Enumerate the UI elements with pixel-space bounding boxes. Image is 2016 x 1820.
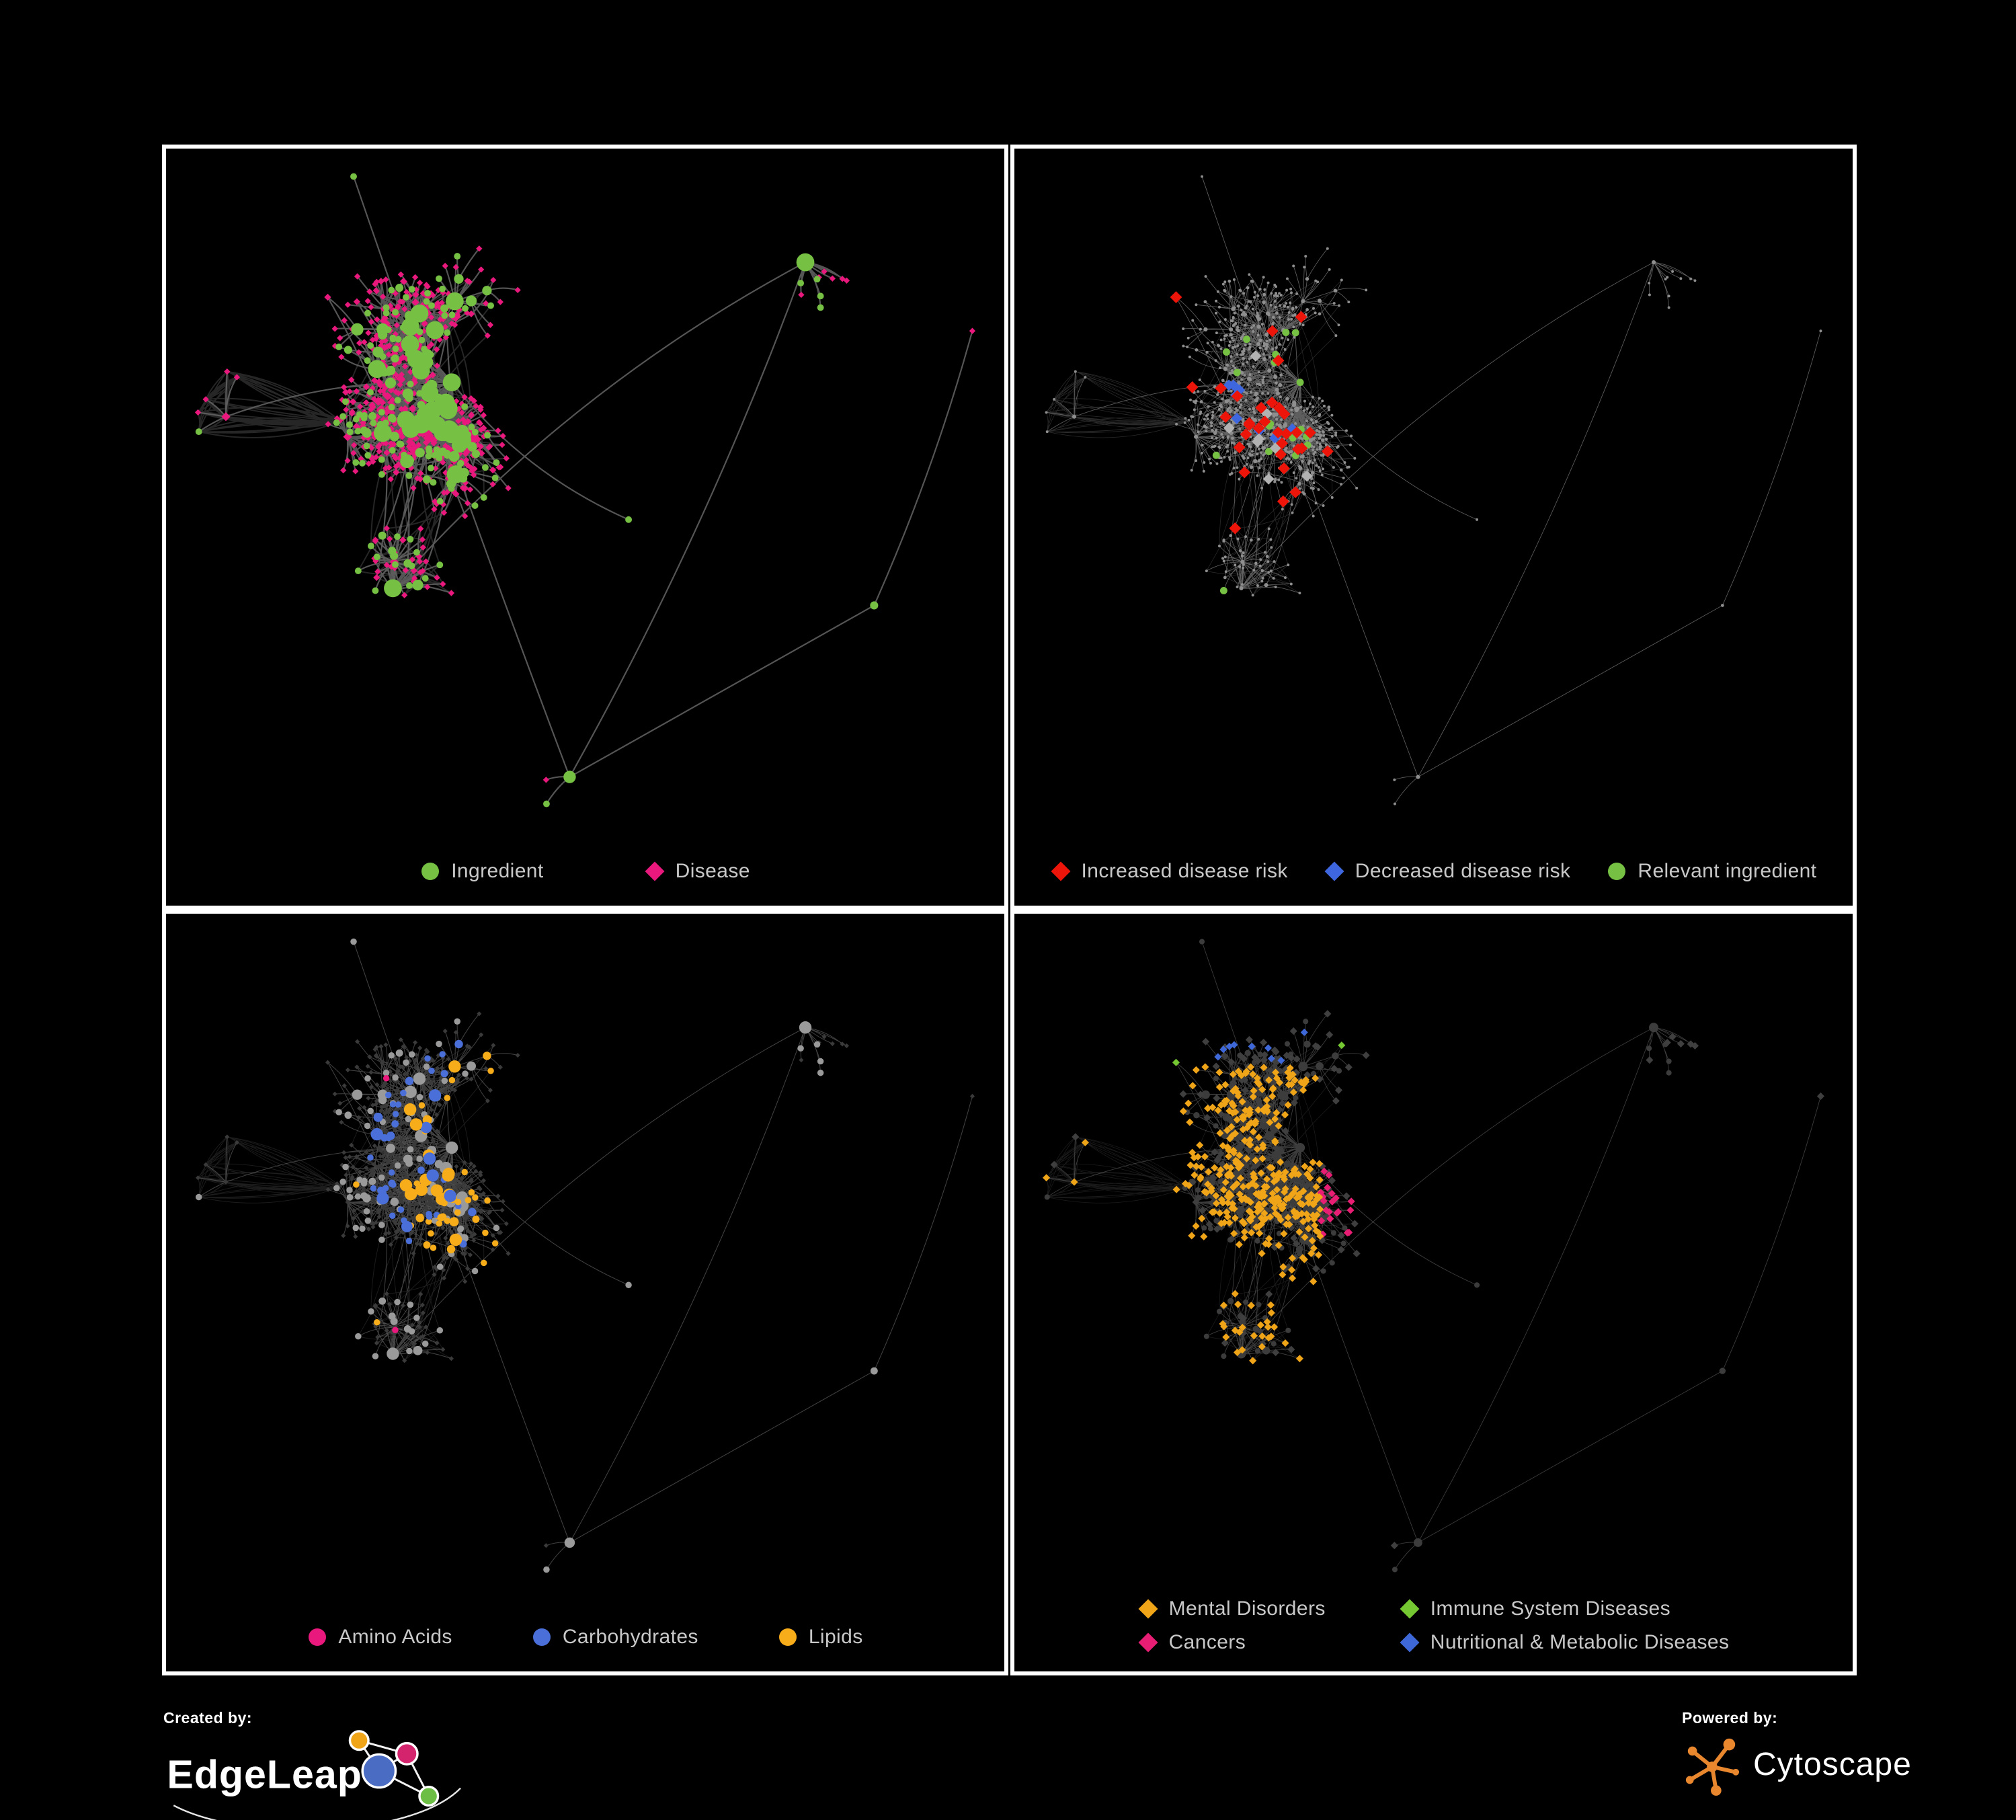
- legend-marker-diamond-icon: [1324, 861, 1344, 881]
- network-nutrient-classes: [195, 938, 975, 1573]
- edgeleap-swoosh: [173, 1787, 461, 1820]
- legend-marker-diamond-icon: [1400, 1632, 1420, 1653]
- legend-item: Cancers: [1138, 1631, 1246, 1654]
- powered-by-label: Powered by:: [1682, 1709, 1778, 1727]
- edgeleap-graph-nodes: [348, 1730, 440, 1807]
- edgeleap-logo: EdgeLeap: [167, 1730, 461, 1820]
- legend-label: Decreased disease risk: [1355, 860, 1571, 882]
- legend-label: Amino Acids: [338, 1626, 452, 1648]
- edgeleap-wordmark: EdgeLeap: [167, 1752, 362, 1797]
- panel-ingredient-disease: Ingredient Disease: [162, 145, 1008, 910]
- network-disease-risk: [1045, 175, 1822, 805]
- cytoscape-branding: Powered by: Cytoscape: [1682, 1709, 1912, 1796]
- legend-item: Relevant ingredient: [1607, 860, 1816, 883]
- legend-marker-diamond-icon: [645, 861, 665, 881]
- legend-item: Increased disease risk: [1051, 860, 1288, 883]
- legend-label: Nutritional & Metabolic Diseases: [1430, 1631, 1730, 1653]
- legend-marker-circle-icon: [778, 1628, 797, 1646]
- cytoscape-icon: [1685, 1738, 1740, 1796]
- edgeleap-node-blue: [361, 1753, 397, 1789]
- legend-marker-diamond-icon: [1138, 1632, 1158, 1653]
- panel-disease-classes: Mental Disorders Immune System Diseases Ca…: [1010, 910, 1857, 1675]
- legend-label: Immune System Diseases: [1430, 1597, 1670, 1620]
- legend-label: Increased disease risk: [1081, 860, 1288, 882]
- legend-ingredient-disease: Ingredient Disease: [166, 860, 1004, 883]
- edgeleap-branding: Created by: EdgeLeap: [163, 1709, 486, 1820]
- legend-nutrient-classes: Amino Acids Carbohydrates Lipids: [166, 1626, 1004, 1649]
- legend-item: Amino Acids: [307, 1626, 452, 1649]
- legend-item: Nutritional & Metabolic Diseases: [1400, 1631, 1730, 1654]
- cytoscape-icon-nodes: [1685, 1738, 1740, 1796]
- panel-nutrient-classes: Amino Acids Carbohydrates Lipids: [162, 910, 1008, 1675]
- legend-disease-classes: Mental Disorders Immune System Diseases Ca…: [1014, 1597, 1853, 1654]
- legend-label: Disease: [675, 860, 750, 882]
- panel-disease-risk: Increased disease risk Decreased disease …: [1010, 145, 1857, 910]
- legend-label: Cancers: [1168, 1631, 1246, 1653]
- edge-path: [198, 176, 973, 805]
- created-by-label: Created by:: [163, 1709, 253, 1727]
- nodes: [1042, 939, 1825, 1573]
- cytoscape-wordmark: Cytoscape: [1753, 1746, 1912, 1782]
- edgeleap-node-pink: [395, 1741, 419, 1766]
- nodes: [1045, 175, 1822, 805]
- edge-path: [1046, 176, 1821, 804]
- legend-marker-circle-icon: [309, 1628, 327, 1646]
- legend-label: Lipids: [808, 1626, 863, 1648]
- legend-label: Ingredient: [451, 860, 544, 882]
- legend-label: Mental Disorders: [1168, 1597, 1326, 1620]
- legend-label: Relevant ingredient: [1638, 860, 1817, 882]
- edgeleap-node-green: [418, 1785, 440, 1807]
- nodes: [194, 173, 976, 807]
- legend-marker-diamond-icon: [1138, 1599, 1158, 1619]
- legend-marker-diamond-icon: [1051, 861, 1070, 881]
- legend-item: Lipids: [778, 1626, 863, 1649]
- legend-item: Carbohydrates: [532, 1626, 698, 1649]
- legend-item: Immune System Diseases: [1400, 1597, 1670, 1620]
- legend-marker-circle-icon: [1608, 863, 1626, 880]
- legend-marker-circle-icon: [421, 863, 440, 880]
- network-disease-classes: [1042, 939, 1825, 1573]
- nodes: [195, 938, 975, 1573]
- edgeleap-node-orange: [348, 1730, 370, 1751]
- edge-path: [1046, 941, 1821, 1570]
- legend-item: Disease: [645, 860, 750, 883]
- legend-label: Carbohydrates: [562, 1626, 698, 1648]
- network-ingredient-disease: [194, 173, 976, 807]
- edge-path: [198, 941, 973, 1570]
- legend-item: Mental Disorders: [1138, 1597, 1326, 1620]
- legend-disease-risk: Increased disease risk Decreased disease …: [1014, 860, 1853, 883]
- legend-marker-circle-icon: [532, 1628, 551, 1646]
- legend-marker-diamond-icon: [1400, 1599, 1420, 1619]
- legend-item: Ingredient: [420, 860, 543, 883]
- legend-item: Decreased disease risk: [1324, 860, 1571, 883]
